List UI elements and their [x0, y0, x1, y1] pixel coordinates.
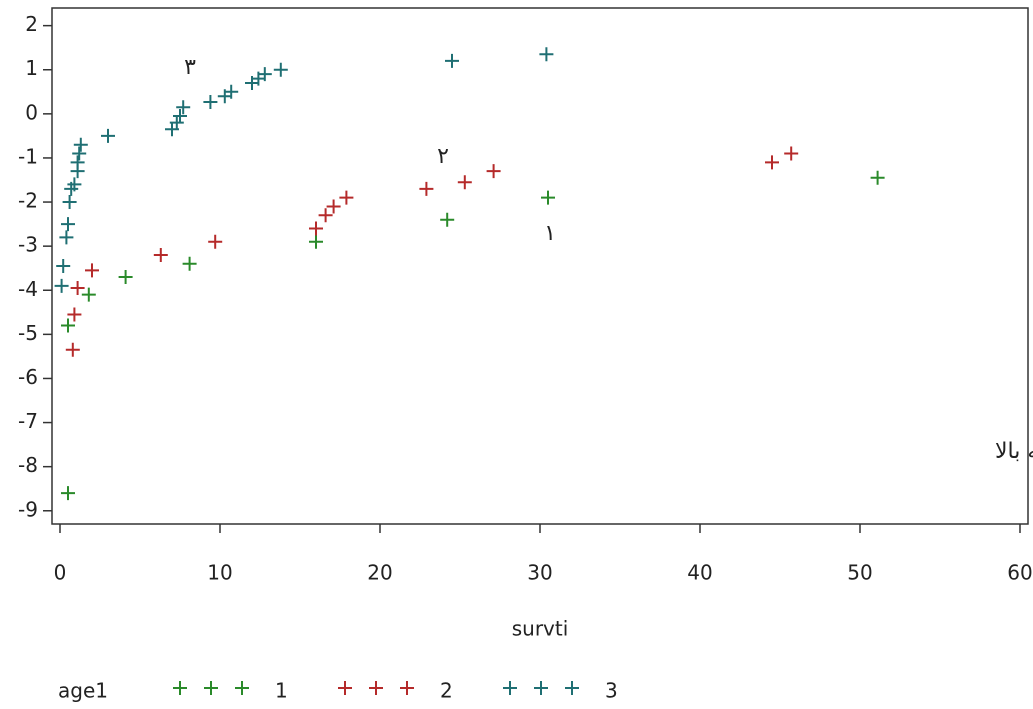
point — [208, 234, 223, 249]
point — [309, 221, 323, 236]
point — [169, 115, 184, 130]
legend-marker — [534, 681, 548, 695]
x-tick-label: 60 — [1007, 561, 1032, 585]
legend-label: 1 — [275, 679, 288, 703]
point — [70, 155, 85, 170]
point — [73, 137, 88, 152]
point — [176, 100, 191, 115]
legend-marker — [565, 681, 579, 695]
x-tick-label: 20 — [367, 561, 392, 585]
x-tick-label: 10 — [207, 561, 232, 585]
legend-marker — [173, 681, 187, 695]
legend-marker — [338, 681, 352, 695]
point — [153, 247, 168, 262]
point — [173, 109, 187, 124]
annotation: گروه سنی اول: ۱۵-۲۵، گروه سنی دوم: ۲۵-۴۵… — [995, 438, 1033, 464]
legend-marker — [503, 681, 517, 695]
point — [257, 67, 272, 82]
point — [541, 190, 555, 205]
y-tick-label: -4 — [18, 277, 38, 301]
x-tick-label: 40 — [687, 561, 712, 585]
x-tick-label: 50 — [847, 561, 872, 585]
point — [440, 212, 455, 227]
y-tick-label: -6 — [18, 365, 38, 389]
legend-label: 3 — [605, 679, 618, 703]
point — [81, 287, 96, 302]
y-tick-label: -7 — [18, 409, 38, 433]
point — [326, 199, 341, 214]
legend-marker — [204, 681, 218, 695]
plot-frame — [51, 7, 1029, 525]
point — [445, 53, 459, 68]
point — [784, 146, 799, 161]
legend-marker — [369, 681, 383, 695]
point — [61, 486, 75, 501]
point — [539, 47, 554, 62]
point — [486, 164, 501, 179]
point — [182, 256, 197, 271]
point — [56, 259, 71, 273]
legend-marker — [235, 681, 249, 695]
point — [765, 155, 779, 170]
point — [85, 263, 99, 278]
point — [224, 84, 239, 99]
y-tick-label: 1 — [25, 56, 38, 80]
point — [70, 281, 85, 296]
legend-title: age1 — [58, 679, 108, 703]
y-tick-label: 0 — [25, 100, 38, 124]
point — [318, 208, 333, 223]
point — [309, 234, 323, 249]
y-tick-label: -1 — [18, 144, 38, 168]
point — [61, 318, 75, 333]
point — [67, 177, 82, 192]
point — [54, 278, 69, 293]
legend-marker — [400, 681, 414, 695]
annotation: ۲ — [437, 144, 449, 169]
y-tick-label: -5 — [18, 321, 38, 345]
point — [59, 230, 74, 245]
point — [67, 307, 82, 322]
x-tick-label: 0 — [54, 561, 67, 585]
y-tick-label: -8 — [18, 453, 38, 477]
point — [101, 128, 115, 143]
y-tick-label: -2 — [18, 189, 38, 213]
point — [203, 94, 218, 109]
annotation: ۱ — [544, 221, 556, 246]
point — [62, 195, 77, 210]
point — [419, 181, 434, 196]
annotation: ۳ — [184, 55, 196, 80]
point — [273, 62, 288, 77]
point — [65, 342, 80, 357]
legend-label: 2 — [440, 679, 453, 703]
x-axis-label: survti — [512, 617, 569, 641]
point — [457, 175, 472, 190]
y-tick-label: 2 — [25, 12, 38, 36]
point — [339, 190, 354, 205]
point — [61, 217, 75, 232]
point — [118, 270, 133, 285]
y-tick-label: -9 — [18, 497, 38, 521]
x-tick-label: 30 — [527, 561, 552, 585]
point — [72, 146, 87, 161]
point — [870, 170, 885, 185]
y-tick-label: -3 — [18, 233, 38, 257]
